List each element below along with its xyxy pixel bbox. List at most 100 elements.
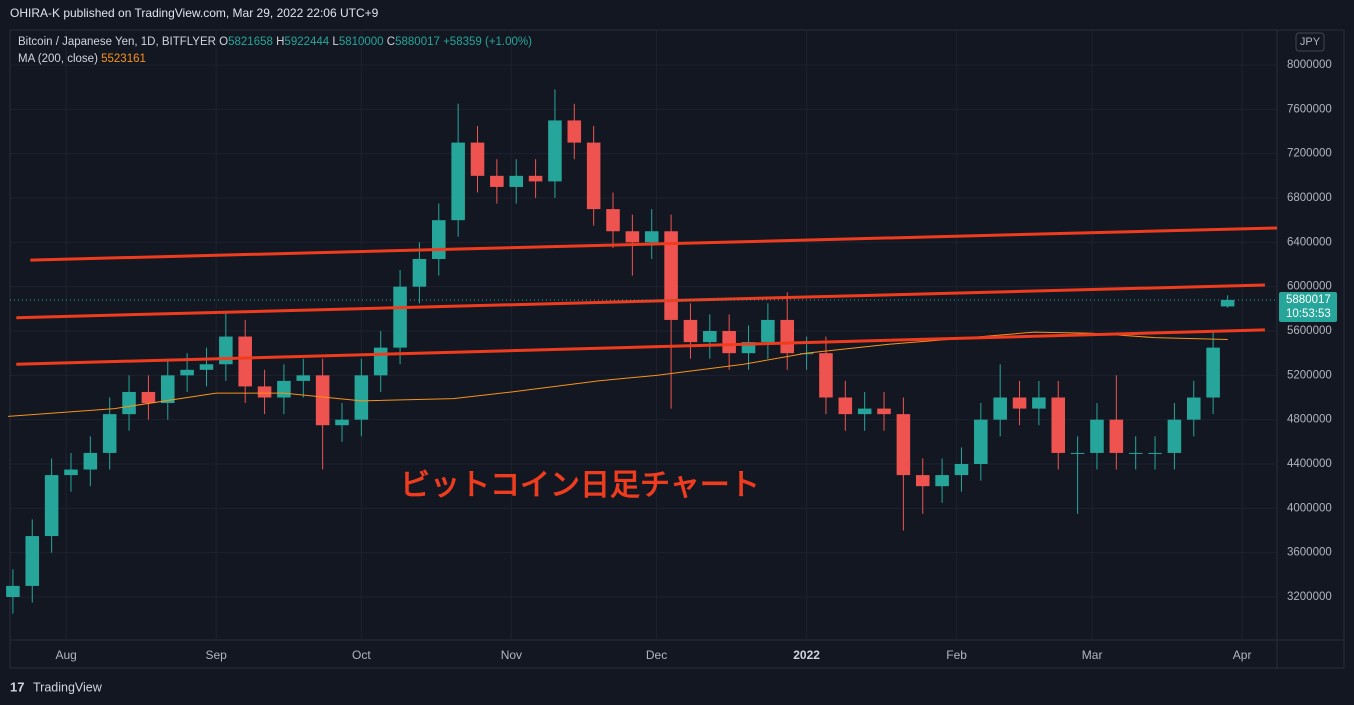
x-tick-label: Aug	[55, 648, 76, 662]
trendline	[16, 328, 1265, 366]
ma-value: 5523161	[101, 53, 146, 65]
candle-body	[373, 347, 388, 376]
candle-body	[64, 469, 78, 476]
candle-body	[644, 231, 659, 243]
y-tick-label: 7200000	[1287, 148, 1332, 160]
candle-body	[296, 375, 311, 381]
candle-body	[993, 397, 1007, 420]
x-tick-label: Apr	[1233, 648, 1252, 662]
legend-line: Bitcoin / Japanese Yen, 1D, BITFLYER O58…	[18, 36, 532, 48]
candle-body	[528, 175, 543, 182]
candle-body	[509, 175, 523, 187]
candle-body	[819, 353, 833, 398]
candle-body	[548, 120, 562, 182]
candle-body	[141, 391, 156, 404]
candle-body	[722, 331, 736, 354]
candle-body	[1051, 397, 1066, 453]
y-tick-label: 6400000	[1287, 236, 1332, 248]
trendline	[30, 226, 1278, 262]
candle-body	[586, 142, 601, 210]
y-tick-label: 8000000	[1287, 59, 1332, 71]
x-tick-label: Feb	[946, 648, 967, 662]
last-price-label: 5880017	[1286, 294, 1331, 306]
change: +58359 (+1.00%)	[443, 36, 532, 48]
candle-body	[741, 342, 756, 354]
candle-body	[257, 386, 272, 398]
ohlc-letter: L	[332, 36, 339, 48]
ohlc-letter: H	[276, 36, 284, 48]
candle-body	[877, 408, 891, 415]
candle-body	[838, 397, 853, 415]
y-tick-label: 5200000	[1287, 369, 1332, 381]
symbol: Bitcoin / Japanese Yen, 1D, BITFLYER	[18, 36, 216, 48]
candle-body	[761, 319, 775, 343]
candle-body	[683, 319, 698, 343]
countdown: 10:53:53	[1286, 308, 1331, 320]
y-tick-label: 5600000	[1287, 325, 1332, 337]
x-tick-label: Sep	[205, 648, 227, 662]
x-tick-label: Nov	[501, 648, 522, 662]
candle-body	[1090, 419, 1104, 453]
ma-legend: MA (200, close) 5523161	[18, 53, 146, 65]
candle-body	[83, 452, 98, 470]
candle-body	[451, 142, 465, 221]
candle-body	[857, 408, 872, 415]
ohlc-letter: C	[387, 36, 395, 48]
candle-body	[1206, 347, 1220, 398]
last-price-box	[1279, 291, 1337, 322]
candle-body	[1148, 452, 1162, 454]
y-tick-label: 6000000	[1287, 281, 1332, 293]
brand: TradingView	[33, 680, 103, 694]
candle-body	[44, 475, 59, 537]
y-tick-label: 4800000	[1287, 414, 1332, 426]
currency-box[interactable]	[1295, 32, 1325, 52]
candle-body	[25, 536, 40, 586]
low-value: 5810000	[339, 36, 384, 48]
candle-body	[490, 175, 504, 187]
x-tick-label: Mar	[1082, 648, 1103, 662]
ma-name: MA (200, close)	[18, 53, 98, 65]
grid	[10, 30, 1277, 640]
candle-body	[102, 414, 117, 453]
candle-body	[238, 336, 252, 387]
candle-body	[6, 585, 20, 597]
ma-line	[8, 331, 1228, 417]
candle-body	[470, 142, 485, 176]
candle-body	[1128, 452, 1143, 454]
candle-body	[935, 475, 949, 487]
candle-body	[625, 231, 640, 243]
y-tick-label: 3200000	[1287, 591, 1332, 603]
candle-body	[1109, 419, 1124, 453]
candle-body	[1012, 397, 1027, 409]
y-tick-label: 4400000	[1287, 458, 1332, 470]
plot	[6, 89, 1278, 614]
candle-body	[354, 375, 369, 420]
x-tick-label: 2022	[793, 648, 820, 662]
candle-body	[896, 414, 911, 476]
candle-body	[703, 331, 717, 343]
x-tick-label: Dec	[646, 648, 667, 662]
candle-body	[160, 375, 175, 404]
candle-body	[1032, 397, 1046, 409]
high-value: 5922444	[284, 36, 329, 48]
y-tick-label: 4000000	[1287, 502, 1332, 514]
y-tick-label: 7600000	[1287, 103, 1332, 115]
close-value: 5880017	[395, 36, 440, 48]
candle-body	[1070, 452, 1085, 454]
x-tick-label: Oct	[352, 648, 371, 662]
candle-body	[277, 380, 291, 398]
candle-body	[915, 475, 930, 487]
candle-body	[1186, 397, 1201, 420]
candle-body	[1167, 419, 1182, 453]
currency[interactable]: JPY	[1300, 36, 1321, 48]
tv-logo: 17 TradingView	[10, 679, 103, 694]
candle-body	[432, 220, 446, 259]
y-tick-label: 6800000	[1287, 192, 1332, 204]
y-tick-label: 3600000	[1287, 547, 1332, 559]
open-value: 5821658	[228, 36, 273, 48]
publish-header: OHIRA-K published on TradingView.com, Ma…	[10, 6, 379, 20]
candle-body	[606, 209, 620, 232]
candle-body	[1220, 299, 1235, 307]
